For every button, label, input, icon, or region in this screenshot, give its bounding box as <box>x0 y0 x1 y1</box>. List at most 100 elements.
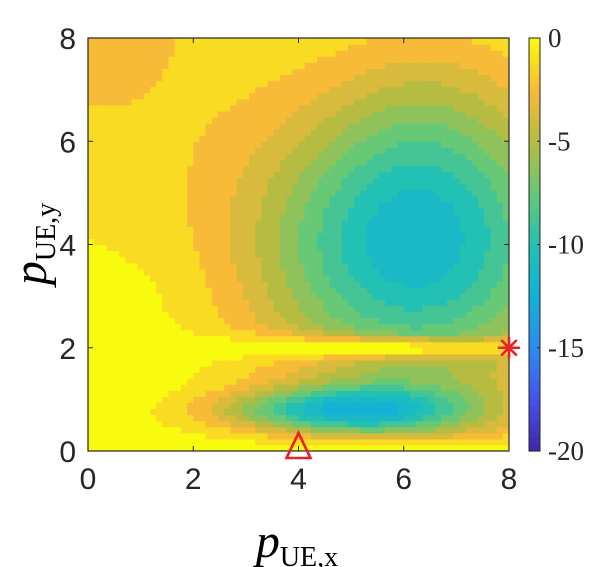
heatmap-cell <box>360 274 368 282</box>
heatmap-cell <box>434 147 442 154</box>
heatmap-cell <box>224 353 231 361</box>
heatmap-cell <box>236 195 244 203</box>
heatmap-cell <box>366 171 374 179</box>
heatmap-cell <box>193 359 201 367</box>
heatmap-cell <box>416 226 423 233</box>
heatmap-cell <box>112 226 120 233</box>
heatmap-cell <box>162 299 170 306</box>
heatmap-cell <box>397 287 405 294</box>
heatmap-cell <box>459 74 467 82</box>
heatmap-cell <box>292 256 300 264</box>
heatmap-cell <box>218 311 225 318</box>
heatmap-cell <box>478 195 485 203</box>
x-axis-label: pUE,x <box>253 515 338 567</box>
heatmap-cell <box>397 438 405 446</box>
heatmap-cell <box>261 262 269 270</box>
heatmap-cell <box>354 129 362 136</box>
heatmap-cell <box>211 68 219 76</box>
heatmap-cell <box>471 420 479 428</box>
heatmap-cell <box>422 147 430 154</box>
heatmap-cell <box>484 110 492 118</box>
heatmap-cell <box>211 262 219 270</box>
heatmap-cell <box>118 256 126 264</box>
heatmap-cell <box>242 50 250 57</box>
heatmap-cell <box>242 432 250 440</box>
heatmap-cell <box>267 153 275 161</box>
heatmap-cell <box>168 195 176 203</box>
heatmap-cell <box>267 402 275 410</box>
heatmap-cell <box>304 98 312 106</box>
heatmap-cell <box>471 329 479 337</box>
heatmap-cell <box>447 159 454 167</box>
heatmap-cell <box>440 123 448 130</box>
heatmap-cell <box>440 426 448 434</box>
heatmap-cell <box>168 159 176 167</box>
heatmap-cell <box>490 68 498 76</box>
heatmap-cell <box>329 116 337 124</box>
heatmap-cell <box>267 56 275 63</box>
heatmap-cell <box>88 299 95 306</box>
heatmap-cell <box>286 165 293 173</box>
heatmap-cell <box>230 268 238 276</box>
heatmap-cell <box>218 171 225 179</box>
heatmap-cell <box>329 402 337 410</box>
heatmap-cell <box>218 408 225 416</box>
heatmap-cell <box>465 444 473 451</box>
heatmap-cell <box>180 183 188 191</box>
heatmap-cell <box>236 305 244 312</box>
heatmap-cell <box>335 86 343 94</box>
heatmap-cell <box>118 159 126 167</box>
heatmap-cell <box>366 293 374 300</box>
heatmap-cell <box>496 262 504 270</box>
heatmap-cell <box>496 129 504 136</box>
heatmap-cell <box>131 232 139 240</box>
heatmap-cell <box>125 135 132 142</box>
heatmap-cell <box>360 293 368 300</box>
heatmap-cell <box>502 74 509 82</box>
heatmap-cell <box>335 317 343 325</box>
heatmap-cell <box>137 62 145 69</box>
heatmap-cell <box>162 147 170 154</box>
heatmap-cell <box>242 420 250 428</box>
heatmap-cell <box>125 353 132 361</box>
heatmap-cell <box>180 274 188 282</box>
heatmap-cell <box>478 177 485 185</box>
heatmap-cell <box>298 214 306 221</box>
heatmap-cell <box>112 165 120 173</box>
heatmap-cell <box>378 347 386 355</box>
heatmap-cell <box>88 74 95 82</box>
heatmap-cell <box>118 384 126 391</box>
heatmap-cell <box>180 311 188 318</box>
heatmap-cell <box>286 280 293 288</box>
heatmap-cell <box>187 38 194 45</box>
heatmap-cell <box>292 438 300 446</box>
heatmap-cell <box>248 359 256 367</box>
heatmap-cell <box>422 226 430 233</box>
heatmap-cell <box>112 256 120 264</box>
heatmap-cell <box>106 444 114 451</box>
heatmap-cell <box>416 68 423 76</box>
heatmap-cell <box>440 329 448 337</box>
heatmap-cell <box>465 226 473 233</box>
heatmap-cell <box>205 335 213 343</box>
heatmap-cell <box>106 287 114 294</box>
heatmap-cell <box>88 62 95 69</box>
heatmap-cell <box>348 141 355 148</box>
heatmap-cell <box>372 444 380 451</box>
heatmap-cell <box>156 159 163 167</box>
heatmap-cell <box>471 171 479 179</box>
heatmap-cell <box>143 208 151 215</box>
heatmap-cell <box>428 317 436 325</box>
heatmap-cell <box>459 98 467 106</box>
heatmap-cell <box>502 177 509 185</box>
heatmap-cell <box>416 341 423 349</box>
heatmap-cell <box>156 153 163 161</box>
heatmap-cell <box>279 38 287 45</box>
heatmap-cell <box>329 135 337 142</box>
heatmap-cell <box>137 56 145 63</box>
heatmap-cell <box>100 274 108 282</box>
heatmap-cell <box>286 444 293 451</box>
heatmap-cell <box>496 420 504 428</box>
heatmap-cell <box>434 365 442 373</box>
